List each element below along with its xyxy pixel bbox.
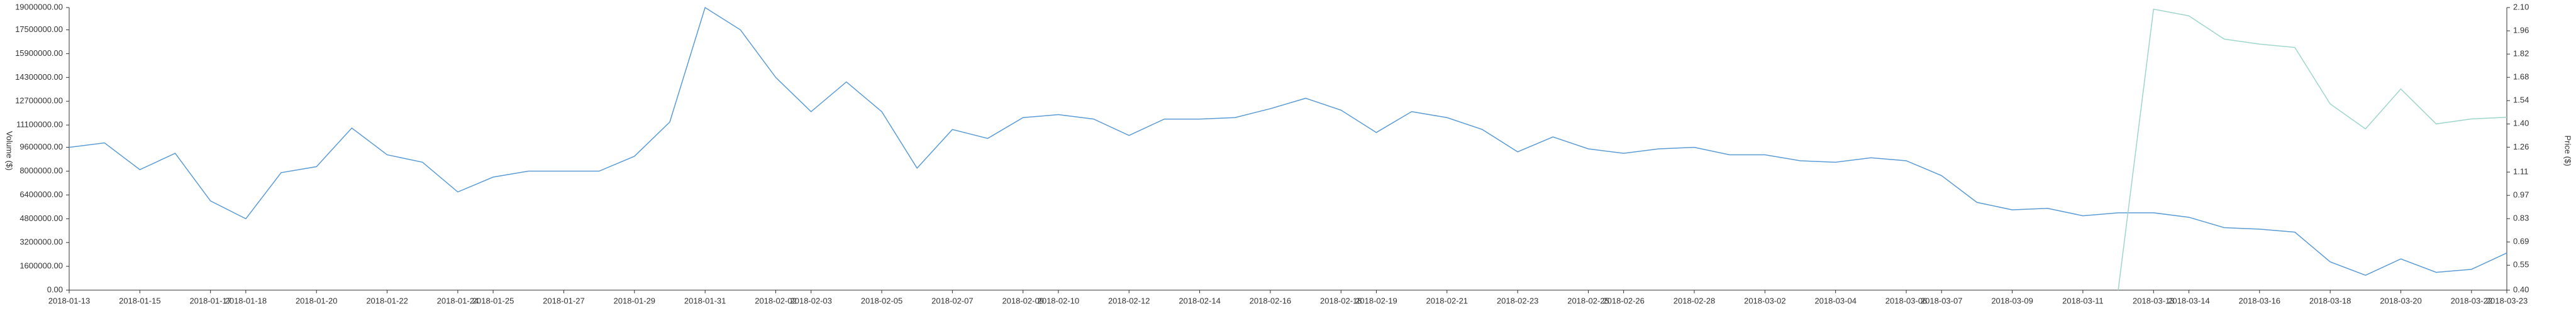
- x-tick-label: 2018-03-23: [2486, 296, 2528, 305]
- y-tick-label: 6400000.00: [19, 190, 63, 199]
- y-tick-label: 4800000.00: [19, 214, 63, 223]
- x-tick-label: 2018-03-07: [1921, 296, 1963, 305]
- x-tick-label: 2018-03-14: [2168, 296, 2210, 305]
- y2-tick-label: 0.55: [2513, 260, 2529, 269]
- y2-axis-title: Price ($): [2563, 135, 2573, 166]
- x-tick-label: 2018-02-07: [931, 296, 974, 305]
- x-tick-label: 2018-01-25: [472, 296, 514, 305]
- x-tick-label: 2018-02-23: [1497, 296, 1539, 305]
- x-tick-label: 2018-01-31: [684, 296, 726, 305]
- y2-tick-label: 1.40: [2513, 119, 2529, 128]
- x-tick-label: 2018-02-02: [755, 296, 797, 305]
- y-tick-label: 8000000.00: [19, 166, 63, 175]
- x-tick-label: 2018-03-11: [2062, 296, 2104, 305]
- x-tick-label: 2018-02-12: [1108, 296, 1150, 305]
- y-tick-label: 1600000.00: [19, 261, 63, 271]
- x-tick-label: 2018-01-18: [225, 296, 267, 305]
- x-tick-label: 2018-03-16: [2239, 296, 2281, 305]
- y2-tick-label: 1.54: [2513, 95, 2529, 105]
- x-tick-label: 2018-01-24: [437, 296, 479, 305]
- x-tick-label: 2018-02-16: [1250, 296, 1292, 305]
- y2-tick-label: 1.82: [2513, 49, 2529, 58]
- x-tick-label: 2018-01-20: [296, 296, 338, 305]
- y-axis-title: Volume ($): [5, 131, 14, 171]
- x-tick-label: 2018-02-25: [1567, 296, 1609, 305]
- x-tick-label: 2018-03-20: [2380, 296, 2422, 305]
- y2-tick-label: 1.26: [2513, 142, 2529, 151]
- x-tick-label: 2018-03-22: [2451, 296, 2493, 305]
- y-tick-label: 17500000.00: [15, 24, 63, 34]
- x-tick-label: 2018-01-17: [189, 296, 231, 305]
- x-tick-label: 2018-03-18: [2309, 296, 2351, 305]
- x-tick-label: 2018-02-09: [1002, 296, 1044, 305]
- x-tick-label: 2018-03-13: [2133, 296, 2175, 305]
- y-tick-label: 11100000.00: [16, 120, 63, 129]
- x-tick-label: 2018-02-14: [1179, 296, 1221, 305]
- y-tick-label: 12700000.00: [15, 96, 63, 106]
- y2-tick-label: 2.10: [2513, 2, 2529, 11]
- y2-tick-label: 0.97: [2513, 190, 2529, 200]
- y2-tick-label: 0.83: [2513, 214, 2529, 223]
- x-tick-label: 2018-03-02: [1744, 296, 1786, 305]
- x-tick-label: 2018-02-28: [1674, 296, 1716, 305]
- y2-tick-label: 1.11: [2513, 166, 2528, 176]
- y2-tick-label: 0.40: [2513, 284, 2529, 294]
- x-tick-label: 2018-01-29: [614, 296, 656, 305]
- y-tick-label: 14300000.00: [15, 72, 63, 82]
- x-tick-label: 2018-03-04: [1814, 296, 1857, 305]
- x-tick-label: 2018-02-19: [1355, 296, 1397, 305]
- x-tick-label: 2018-02-05: [861, 296, 903, 305]
- y-tick-label: 3200000.00: [19, 237, 63, 247]
- x-tick-label: 2018-03-09: [1991, 296, 2033, 305]
- x-tick-label: 2018-02-03: [790, 296, 832, 305]
- y2-tick-label: 1.68: [2513, 72, 2529, 82]
- x-tick-label: 2018-01-13: [48, 296, 91, 305]
- y2-tick-label: 1.96: [2513, 25, 2529, 35]
- y-tick-label: 19000000.00: [15, 2, 63, 11]
- x-tick-label: 2018-01-22: [366, 296, 408, 305]
- x-tick-label: 2018-02-21: [1426, 296, 1468, 305]
- line-series: [69, 6, 2507, 276]
- y2-tick-label: 0.69: [2513, 237, 2529, 246]
- line-series: [2118, 8, 2507, 291]
- x-tick-label: 2018-02-26: [1602, 296, 1645, 305]
- x-tick-label: 2018-02-18: [1320, 296, 1362, 305]
- x-tick-label: 2018-02-10: [1038, 296, 1080, 305]
- y-tick-label: 9600000.00: [19, 142, 63, 151]
- x-tick-label: 2018-03-06: [1885, 296, 1928, 305]
- y-tick-label: 0.00: [47, 284, 63, 294]
- x-tick-label: 2018-01-15: [119, 296, 161, 305]
- x-tick-label: 2018-01-27: [543, 296, 585, 305]
- y-tick-label: 15900000.00: [15, 48, 63, 58]
